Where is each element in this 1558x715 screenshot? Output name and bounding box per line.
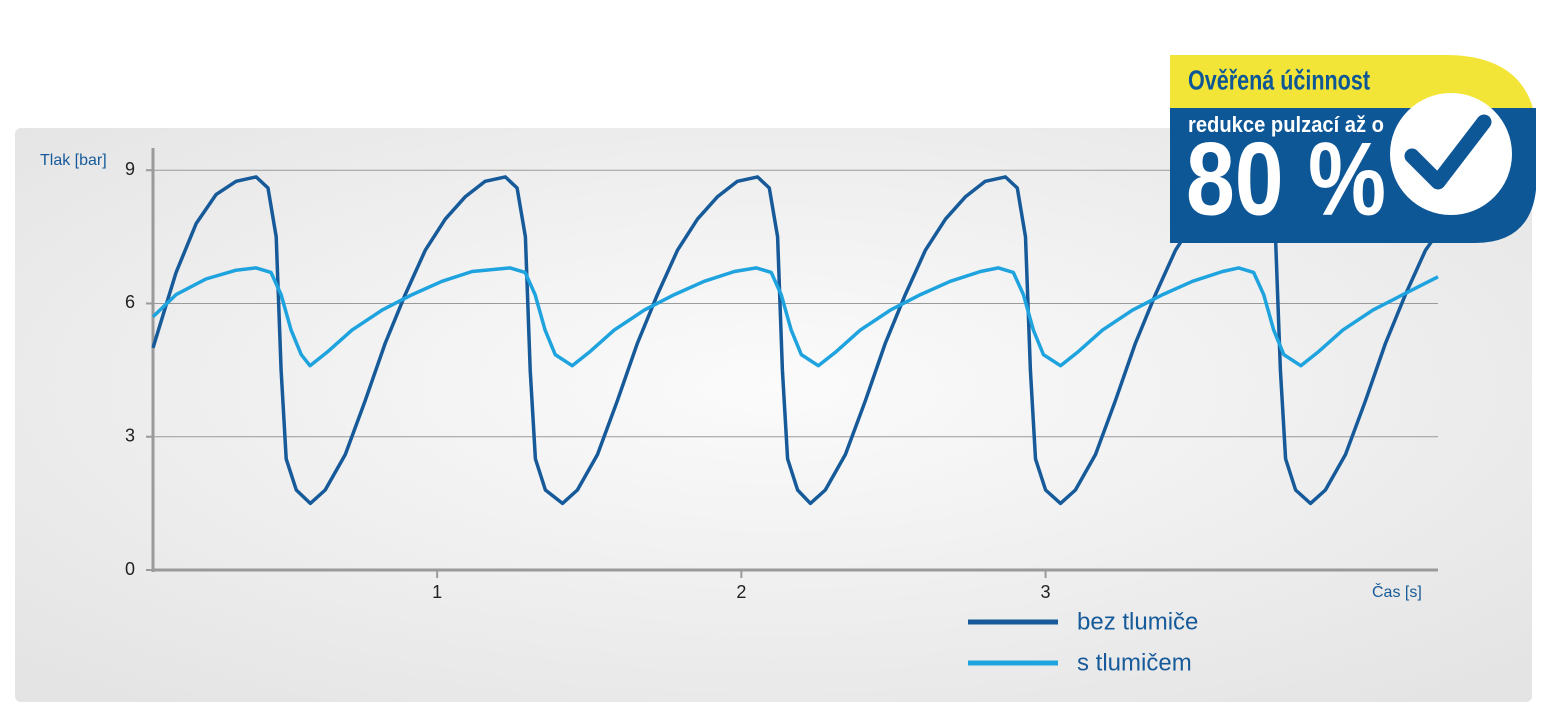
legend: bez tlumiče s tlumičem xyxy=(968,608,1198,676)
series-line xyxy=(151,266,1439,368)
x-tick-label: 1 xyxy=(432,582,442,602)
badge-highlight: 80 % xyxy=(1186,121,1386,237)
y-tick-label: 3 xyxy=(125,425,135,445)
y-axis-label: Tlak [bar] xyxy=(40,152,107,169)
panel xyxy=(15,128,1532,702)
y-tick-label: 9 xyxy=(125,159,135,179)
badge-subtitle: redukce pulzací až o xyxy=(1188,112,1384,137)
x-axis-label: Čas [s] xyxy=(1372,582,1422,601)
legend-label: bez tlumiče xyxy=(1077,608,1198,635)
x-tick-label: 3 xyxy=(1041,582,1051,602)
x-tick-label: 2 xyxy=(736,582,746,602)
badge: Ověřená účinnost redukce pulzací až o 80… xyxy=(1170,55,1536,243)
y-tick-label: 6 xyxy=(125,292,135,312)
check-icon xyxy=(1404,114,1492,190)
legend-label: s tlumičem xyxy=(1077,649,1192,676)
y-tick-label: 0 xyxy=(125,559,135,579)
badge-title: Ověřená účinnost xyxy=(1188,64,1370,95)
